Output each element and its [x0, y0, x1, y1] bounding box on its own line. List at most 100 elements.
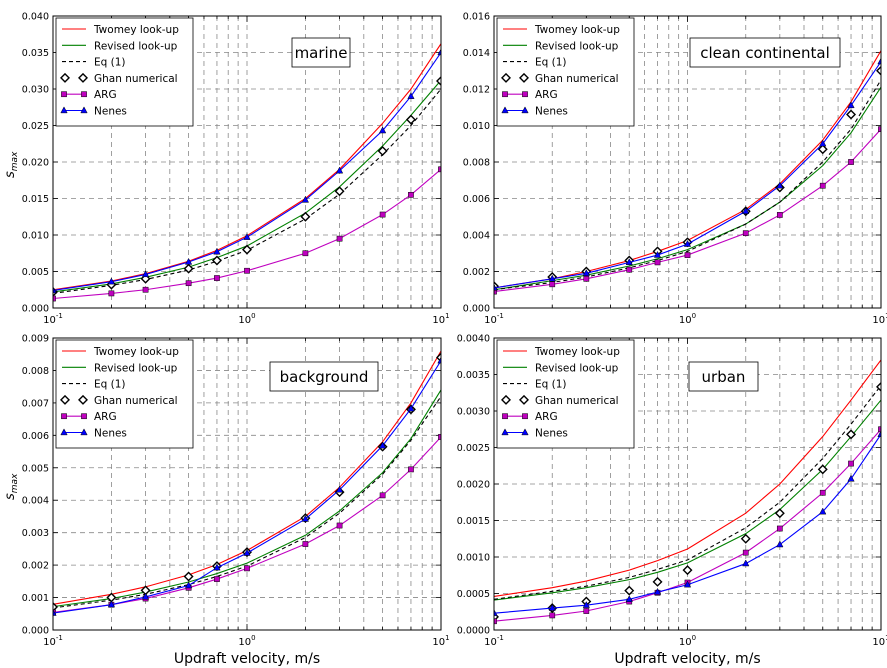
panel-background: 0.000 0.001 0.002 0.003 0.004 0.005 0.006 0.007…: [3, 334, 450, 668]
legend-entry-ghan-numerical-marker: [60, 72, 70, 83]
series-group: [494, 50, 881, 295]
legend-entry-nenes-marker: [501, 428, 509, 436]
y-tick-label: 0.010: [22, 231, 49, 242]
legend-entry-revised-look-up-label: Revised look-up: [535, 40, 619, 52]
series-ghan-numerical-point: [846, 429, 857, 440]
series-arg-point: [848, 460, 854, 467]
series-arg-point: [549, 281, 556, 288]
legend-entry-arg-marker: [522, 91, 528, 98]
series-ghan-numerical-point: [624, 585, 635, 596]
x-tick-label: 101: [872, 634, 887, 648]
series-group: [53, 350, 441, 616]
plot-frame: [52, 15, 442, 309]
x-tick-label: 100: [238, 634, 255, 648]
series-nenes-point: [407, 404, 415, 412]
y-tick-label: 0.0025: [457, 443, 490, 454]
series-nenes-point: [378, 126, 387, 134]
legend-entry-nenes-label: Nenes: [535, 428, 568, 440]
plot-frame: [493, 15, 882, 309]
series-arg-point: [494, 618, 497, 625]
y-tick-label: 0.0010: [457, 553, 490, 564]
series-nenes-point: [301, 514, 310, 522]
legend-entry-arg-marker: [81, 91, 87, 98]
series-ghan-numerical-point: [53, 601, 58, 612]
series-arg-point: [302, 541, 309, 547]
series-nenes-point: [847, 101, 855, 109]
series-nenes-point: [776, 540, 784, 548]
legend-entry-ghan-numerical-marker: [60, 394, 70, 405]
y-tick-label: 0.008: [22, 366, 49, 377]
legend-entry-ghan-numerical-label: Ghan numerical: [535, 73, 619, 85]
y-tick-label: 0.0030: [457, 407, 490, 418]
y-axis-label: smax: [3, 151, 20, 178]
series-arg-point: [244, 565, 250, 572]
series-ghan-numerical-point: [740, 533, 751, 544]
series-arg-point: [583, 608, 590, 614]
series-nenes-point: [625, 258, 633, 266]
x-tick-label: 101: [432, 312, 449, 326]
series-nenes-point: [582, 269, 590, 276]
series-nenes-point: [243, 548, 251, 556]
y-tick-label: 0.0015: [457, 516, 490, 527]
y-tick-label: 0.0005: [457, 589, 490, 600]
legend-entry-arg-label: ARG: [94, 411, 117, 423]
y-tick-label: 0.007: [22, 398, 49, 409]
series-nenes-point: [107, 600, 116, 608]
legend-entry-ghan-numerical-marker: [501, 394, 511, 405]
series-nenes-point: [141, 592, 150, 600]
series-nenes-point: [653, 250, 662, 258]
series-nenes-point: [742, 207, 750, 214]
series-arg-point: [549, 612, 556, 619]
legend-entry-arg-label: ARG: [535, 411, 558, 423]
x-tick-label: 10-1: [484, 312, 504, 326]
legend-entry-ghan-numerical-label: Ghan numerical: [535, 395, 619, 407]
series-nenes-point: [53, 608, 57, 616]
series-arg-point: [776, 212, 783, 218]
series-arg-point: [819, 489, 826, 496]
y-tick-label: 0.015: [22, 194, 49, 205]
legend-entry-eq-1-label: Eq (1): [94, 57, 126, 69]
y-tick-label: 0.000: [463, 304, 490, 315]
legend-entry-ghan-numerical-marker: [78, 394, 88, 405]
legend-entry-ghan-numerical-label: Ghan numerical: [94, 73, 178, 85]
legend-entry-nenes-label: Nenes: [94, 428, 127, 440]
y-tick-label: 0.004: [463, 231, 490, 242]
y-tick-label: 0.0035: [457, 370, 490, 381]
legend-entry-nenes-marker: [521, 428, 529, 436]
series-arg-point: [742, 549, 749, 556]
y-tick-label: 0.0000: [457, 626, 490, 637]
y-tick-label: 0.004: [22, 496, 49, 507]
panel-label: clean continental: [700, 44, 830, 62]
series-group: [494, 359, 881, 625]
series-nenes-point: [335, 485, 344, 493]
series-ghan-numerical-point: [405, 114, 416, 125]
legend-entry-nenes-marker: [80, 428, 88, 436]
series-nenes-point: [184, 257, 193, 265]
series-ghan-numerical-point: [682, 565, 693, 576]
legend-entry-arg-marker: [502, 413, 508, 420]
legend-entry-twomey-look-up-label: Twomey look-up: [93, 346, 179, 358]
x-axis-label: Updraft velocity, m/s: [174, 651, 320, 667]
y-tick-label: 0.0040: [457, 334, 490, 345]
y-tick-label: 0.002: [22, 561, 49, 572]
series-nenes-point: [335, 166, 344, 174]
panel-label-box: [291, 37, 351, 68]
series-twomey-look-up-line: [494, 359, 881, 597]
series-ghan-numerical-point: [300, 211, 311, 222]
panel-label: background: [280, 368, 369, 386]
x-tick-label: 100: [679, 634, 696, 648]
legend-entry-arg-label: ARG: [94, 89, 117, 101]
panel-label: urban: [702, 368, 746, 386]
series-nenes-point: [625, 595, 633, 602]
series-nenes-point: [407, 92, 415, 99]
legend-entry-revised-look-up-label: Revised look-up: [94, 362, 178, 374]
legend-entry-ghan-numerical-marker: [519, 394, 529, 405]
series-arg-point: [583, 275, 590, 282]
legend-entry-ghan-numerical-label: Ghan numerical: [94, 395, 178, 407]
series-arg-point: [302, 250, 309, 257]
y-axis-label: smax: [3, 473, 20, 500]
series-revised-look-up-line: [494, 86, 881, 291]
y-tick-label: 0.001: [22, 593, 49, 604]
series-ghan-numerical-point: [377, 146, 388, 157]
y-tick-label: 0.008: [463, 158, 490, 169]
